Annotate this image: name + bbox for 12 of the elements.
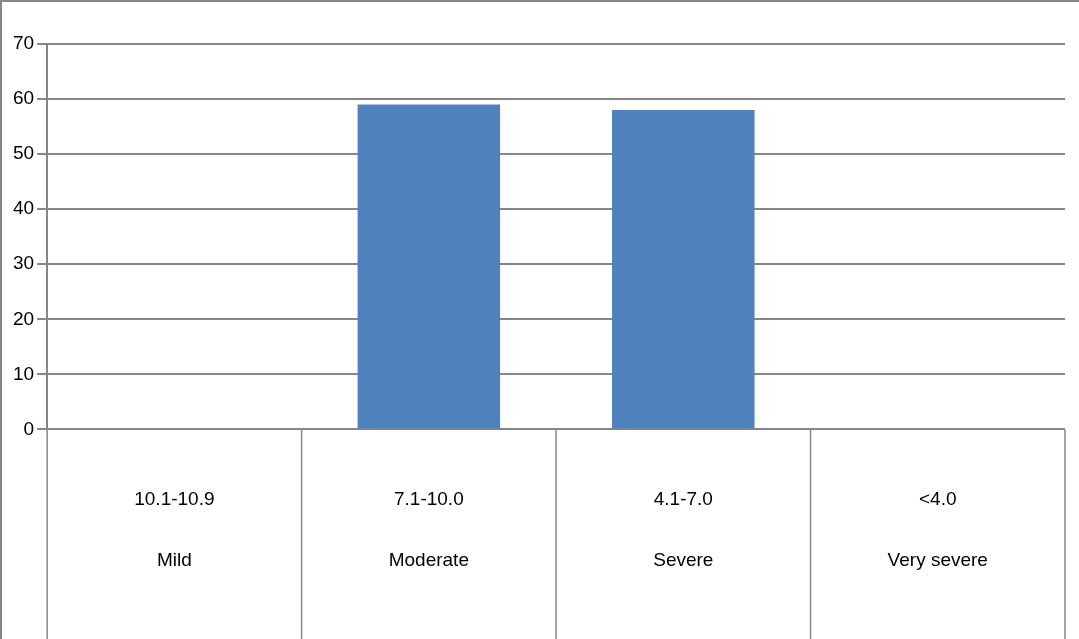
y-tick-label: 40 xyxy=(12,197,35,219)
category-label: 7.1-10.0 Moderate xyxy=(388,488,469,570)
y-tick-label: 70 xyxy=(12,32,35,54)
category-label: <4.0 Very severe xyxy=(887,488,988,570)
category-label: 4.1-7.0 Severe xyxy=(653,488,714,570)
y-tick-label: 20 xyxy=(12,307,35,329)
y-tick-label: 10 xyxy=(12,362,35,384)
y-tick-label: 50 xyxy=(12,142,35,164)
category-label: 10.1-10.9 Mild xyxy=(134,488,215,570)
y-tick-label: 30 xyxy=(12,252,35,274)
y-tick-label: 60 xyxy=(12,87,35,109)
y-tick-label: 0 xyxy=(23,417,35,439)
